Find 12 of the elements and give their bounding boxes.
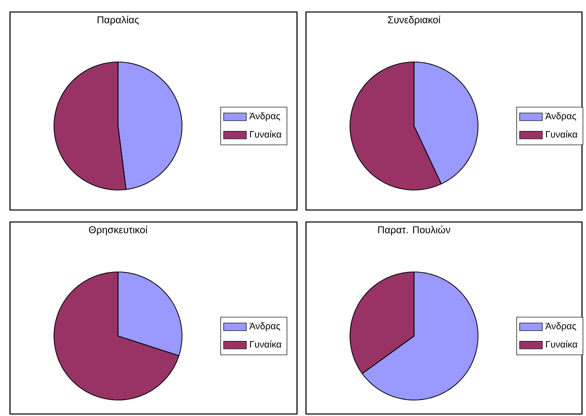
legend-label: Γυναίκα [250,130,282,138]
chart-title: Παρατ. Πουλιών [378,226,450,236]
legend-label: Γυναίκα [250,340,282,348]
legend-label: Άνδρας [249,112,280,122]
legend-label: Άνδρας [249,322,280,332]
legend-label: Άνδρας [545,112,576,122]
chart-title: Συνεδριακοί [388,16,440,26]
legend-label: Γυναίκα [546,340,578,348]
chart-title: Θρησκευτικοί [89,226,148,236]
legend-label: Άνδρας [545,322,576,332]
legend-label: Γυναίκα [546,130,578,138]
chart-title: Παραλίας [98,16,139,26]
